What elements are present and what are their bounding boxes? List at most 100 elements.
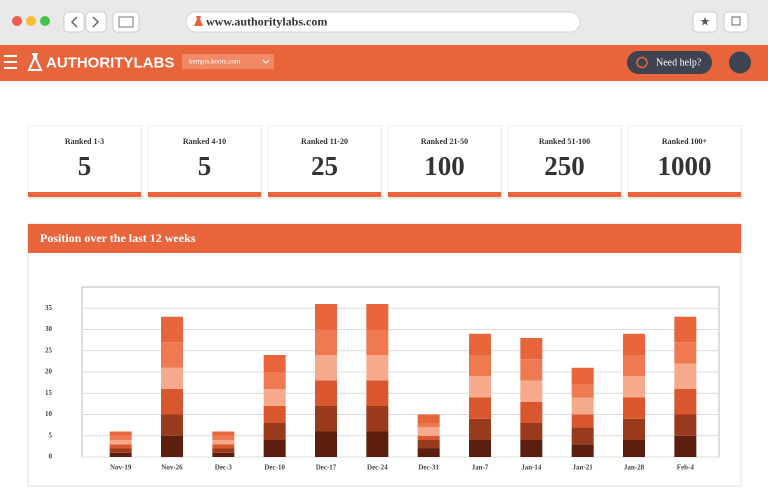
bar-segment [212, 440, 235, 445]
card-accent [148, 192, 261, 197]
bar-segment [109, 440, 132, 445]
bar-segment [417, 440, 440, 449]
bar-segment [417, 414, 440, 423]
domain-select[interactable] [182, 54, 274, 69]
bar-segment [623, 397, 645, 419]
help-label: Need help? [656, 57, 702, 68]
bar-segment [366, 329, 389, 355]
site-icon [194, 16, 203, 26]
summary-card: Ranked 100+ 1000 [627, 125, 742, 199]
bar-segment [212, 435, 235, 440]
bar-segment [520, 380, 543, 402]
bar-segment [417, 423, 440, 428]
bar-segment [469, 440, 491, 457]
card-label: Ranked 21-50 [421, 137, 468, 146]
tabs-button[interactable] [723, 11, 749, 33]
menu-button[interactable] [4, 55, 17, 69]
bar-segment [674, 435, 697, 457]
card-label: Ranked 4-10 [183, 137, 226, 146]
avatar[interactable] [729, 51, 751, 74]
card-label: Ranked 1-3 [65, 137, 104, 146]
card-label: Ranked 11-20 [301, 137, 348, 146]
card-accent [268, 192, 381, 197]
bar-segment [469, 376, 491, 398]
dropdown-caret [262, 59, 270, 64]
bar-segment [366, 304, 389, 330]
summary-card: Ranked 51-100 250 [507, 125, 622, 199]
bar-segment [109, 444, 132, 449]
card [387, 125, 502, 198]
bar-segment [109, 448, 132, 453]
tabs-icon [731, 16, 741, 26]
x-tick-label: Jan-28 [624, 464, 645, 472]
card [267, 125, 382, 198]
card-value: 250 [544, 151, 585, 181]
bar-segment [212, 448, 235, 453]
card-accent [28, 192, 141, 197]
bar-segment [469, 397, 491, 419]
card-value: 5 [198, 151, 212, 181]
x-tick-label: Dec-10 [264, 464, 285, 472]
bar-segment [161, 414, 183, 436]
bar-segment [571, 444, 594, 457]
bar-segment [520, 401, 543, 423]
bar-segment [674, 363, 697, 389]
close-dot[interactable] [12, 16, 22, 26]
sidebar-button[interactable] [112, 11, 140, 33]
bar-segment [263, 389, 286, 406]
bar-segment [571, 414, 594, 428]
bar-segment [161, 389, 183, 415]
bookmark-button[interactable] [692, 11, 718, 33]
minimize-dot[interactable] [26, 16, 36, 26]
back-button[interactable] [63, 11, 85, 33]
back-icon [70, 16, 78, 28]
bar-segment [417, 427, 440, 436]
bar-segment [109, 435, 132, 440]
bar-segment [315, 355, 337, 381]
card-value: 1000 [658, 151, 712, 181]
help-button[interactable] [627, 51, 712, 74]
bar-segment [212, 431, 235, 436]
menu-line [4, 55, 17, 57]
y-tick-label: 20 [45, 368, 53, 376]
domain: kempis.koors.com [189, 58, 241, 66]
card-accent [388, 192, 501, 197]
card-accent [508, 192, 621, 197]
bar-segment [212, 444, 235, 449]
y-tick-label: 0 [49, 453, 53, 461]
x-tick-label: Jan-14 [521, 464, 542, 472]
bar-segment [109, 431, 132, 436]
bar-segment [366, 431, 389, 457]
bar-segment [109, 452, 132, 457]
summary-card: Ranked 11-20 25 [267, 125, 382, 199]
card-value: 25 [311, 151, 338, 181]
summary-card: Ranked 4-10 5 [147, 125, 262, 199]
bar-segment [161, 435, 183, 457]
forward-button[interactable] [85, 11, 107, 33]
card [507, 125, 622, 198]
bar-segment [520, 423, 543, 440]
bar-segment [315, 406, 337, 432]
menu-line [4, 67, 17, 69]
card-value: 5 [78, 151, 92, 181]
bar-segment [315, 329, 337, 355]
y-tick-label: 10 [45, 410, 53, 418]
x-tick-label: Dec-24 [367, 464, 388, 472]
x-tick-label: Dec-17 [316, 464, 337, 472]
bar-segment [571, 397, 594, 415]
card-accent [628, 192, 741, 197]
y-tick-label: 25 [45, 346, 53, 354]
bar-segment [623, 355, 645, 377]
url: www.authoritylabs.com [206, 14, 327, 28]
y-tick-label: 5 [49, 431, 53, 439]
url-bar[interactable] [185, 11, 581, 33]
maximize-dot[interactable] [40, 16, 50, 26]
chart: 0 5 10 15 20 25 30 35 Nov-19 Nov-26 Dec-3 Dec-10 Dec… [45, 286, 720, 472]
forward-icon [92, 16, 100, 28]
bar-segment [263, 372, 286, 389]
bar-segment [520, 440, 543, 457]
bar-segment [417, 435, 440, 440]
bar-segment [674, 389, 697, 415]
